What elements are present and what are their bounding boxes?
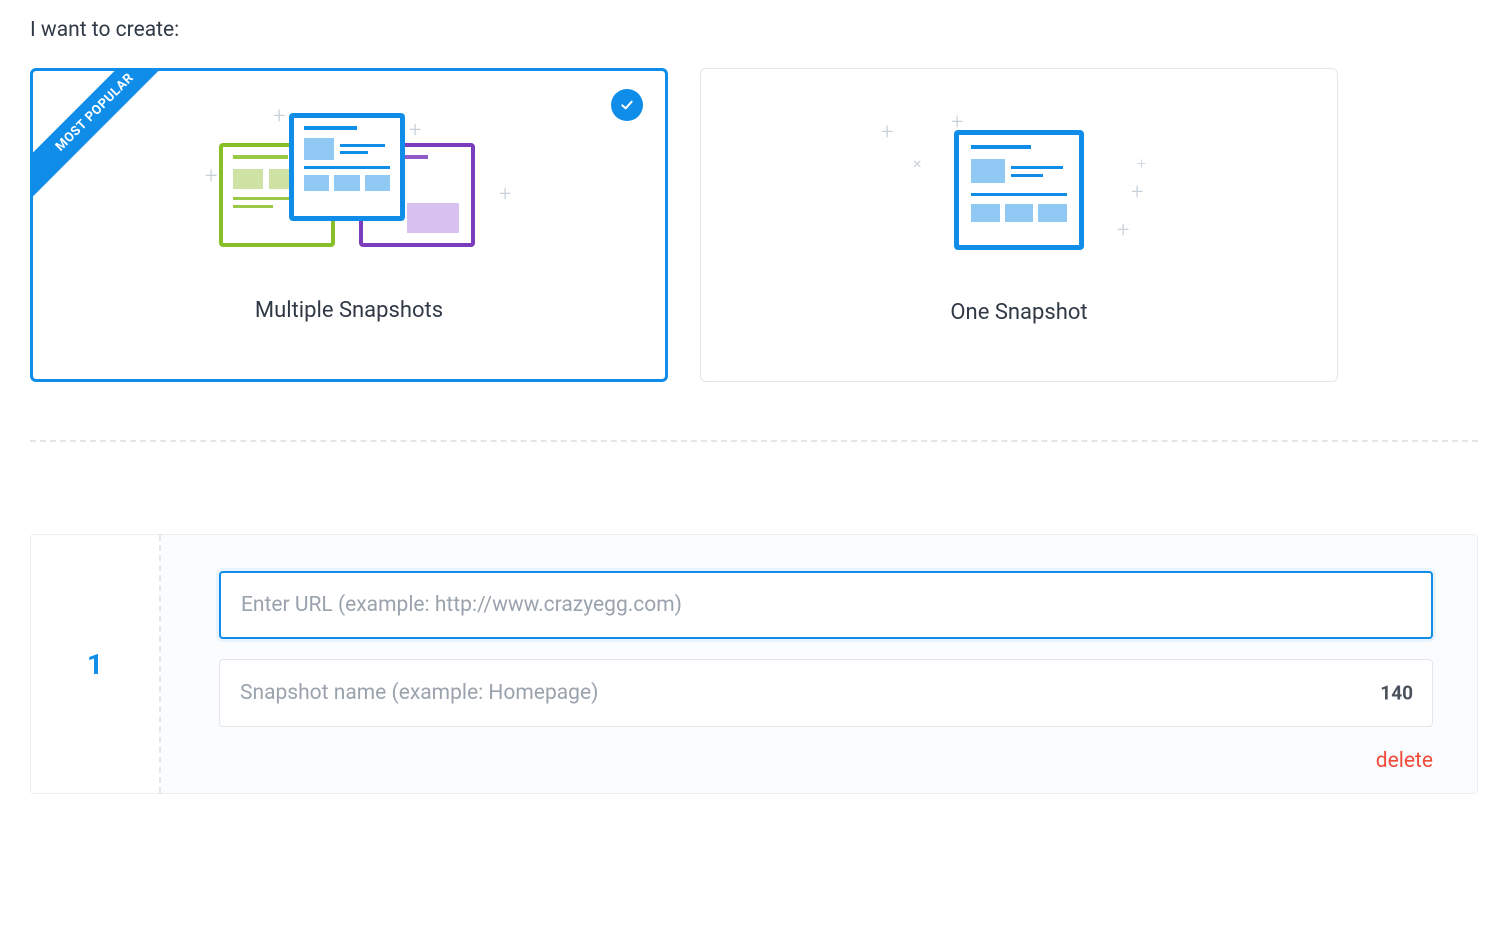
snapshot-name-input[interactable]: [219, 659, 1433, 727]
section-divider: [30, 440, 1478, 442]
single-illustration: + + × + + +: [701, 100, 1337, 280]
option-cards-row: MOST POPULAR + + + +: [30, 68, 1478, 382]
url-input[interactable]: [219, 571, 1433, 639]
option-title-single: One Snapshot: [950, 300, 1087, 325]
option-title-multiple: Multiple Snapshots: [255, 298, 443, 323]
multiple-illustration: + + + +: [33, 98, 665, 278]
option-card-single[interactable]: + + × + + +: [700, 68, 1338, 382]
snapshot-entry-row: 1 140 delete: [30, 534, 1478, 794]
char-count: 140: [1380, 682, 1413, 705]
delete-button[interactable]: delete: [1376, 749, 1433, 773]
entry-body: 140 delete: [161, 535, 1477, 793]
page-heading: I want to create:: [30, 18, 1478, 42]
entry-number: 1: [31, 535, 161, 793]
option-card-multiple[interactable]: MOST POPULAR + + + +: [30, 68, 668, 382]
